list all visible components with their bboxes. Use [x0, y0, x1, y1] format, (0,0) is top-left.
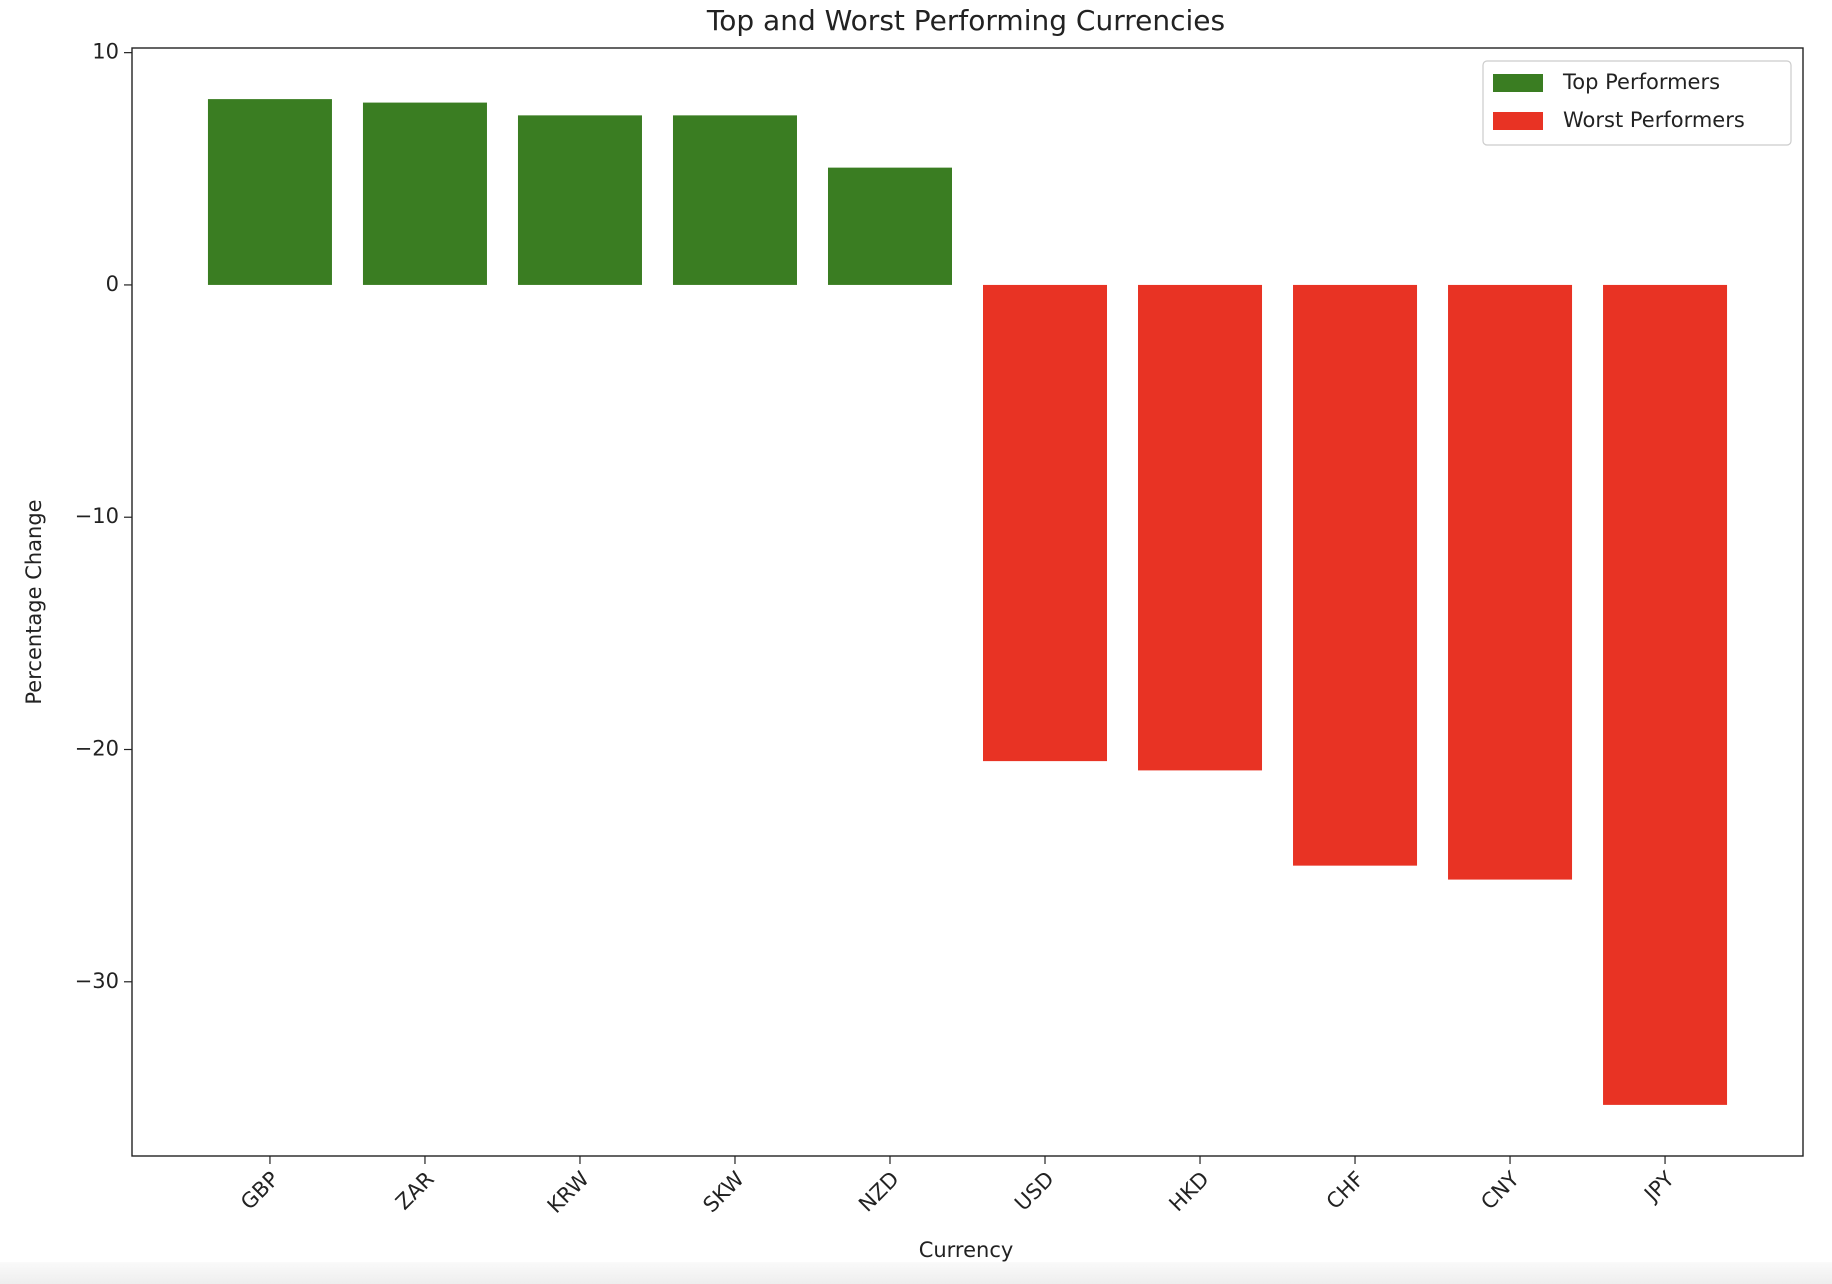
x-tick-label: USD — [1010, 1167, 1059, 1216]
bar — [362, 102, 487, 285]
bar — [1448, 284, 1573, 880]
x-axis-label: Currency — [919, 1238, 1014, 1262]
bar — [1603, 284, 1728, 1105]
x-tick-label: GBP — [236, 1167, 284, 1215]
y-tick-label: 0 — [106, 272, 119, 296]
y-tick-label: 10 — [92, 40, 119, 64]
legend-label: Worst Performers — [1563, 108, 1745, 132]
bar — [1138, 284, 1263, 771]
x-tick-label: CHF — [1322, 1167, 1369, 1214]
window-strip — [0, 1262, 1832, 1284]
y-tick-label: −30 — [75, 969, 119, 993]
legend-label: Top Performers — [1562, 70, 1720, 94]
y-tick-label: −10 — [75, 504, 119, 528]
legend-box — [1482, 60, 1792, 146]
bar — [672, 115, 797, 285]
y-axis-label: Percentage Change — [22, 499, 46, 704]
x-tick-label: CNY — [1476, 1167, 1524, 1215]
legend-swatch — [1493, 112, 1543, 130]
plot-frame — [131, 47, 1804, 1157]
x-tick-label: NZD — [854, 1167, 904, 1217]
bar — [207, 99, 332, 285]
bar — [827, 167, 952, 285]
chart-title: Top and Worst Performing Currencies — [706, 4, 1225, 37]
x-tick-label: SKW — [698, 1167, 748, 1217]
bar — [1293, 284, 1418, 866]
y-tick-label: −20 — [75, 737, 119, 761]
x-tick-label: HKD — [1164, 1167, 1213, 1216]
bar — [517, 115, 642, 285]
legend-swatch — [1493, 74, 1543, 92]
bar — [983, 284, 1108, 762]
x-tick-label: ZAR — [391, 1167, 439, 1215]
x-tick-label: JPY — [1638, 1167, 1679, 1208]
x-tick-label: KRW — [543, 1167, 594, 1218]
